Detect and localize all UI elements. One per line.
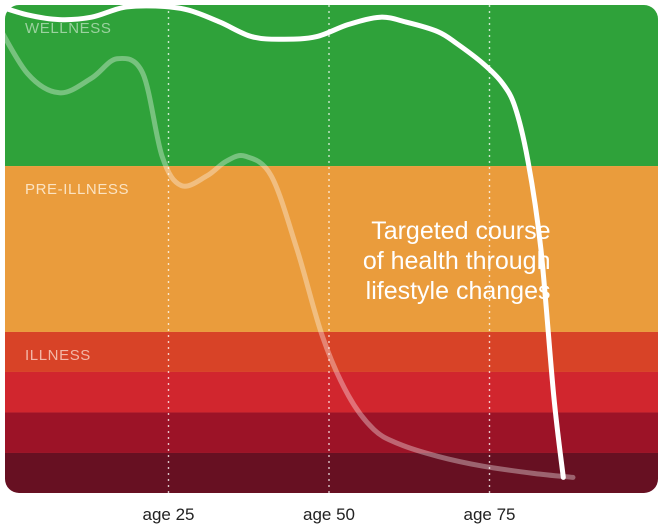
x-tick-label: age 75 — [464, 505, 516, 524]
band-1 — [5, 166, 658, 332]
x-tick-label: age 25 — [143, 505, 195, 524]
targeted-health-course-line — [0, 3, 566, 480]
zone-label-pre-illness: PRE-ILLNESS — [25, 181, 129, 198]
x-tick-label: age 50 — [303, 505, 355, 524]
annotation-line-2: lifestyle changes — [366, 277, 551, 305]
band-5 — [5, 452, 658, 493]
annotation-line-1: of health through — [363, 247, 551, 275]
zone-label-illness: ILLNESS — [25, 347, 91, 364]
zone-label-wellness: WELLNESS — [25, 20, 112, 37]
band-3 — [5, 371, 658, 413]
typical-health-course-line — [0, 23, 576, 480]
band-4 — [5, 412, 658, 453]
annotation-line-0: Targeted course — [371, 217, 550, 245]
